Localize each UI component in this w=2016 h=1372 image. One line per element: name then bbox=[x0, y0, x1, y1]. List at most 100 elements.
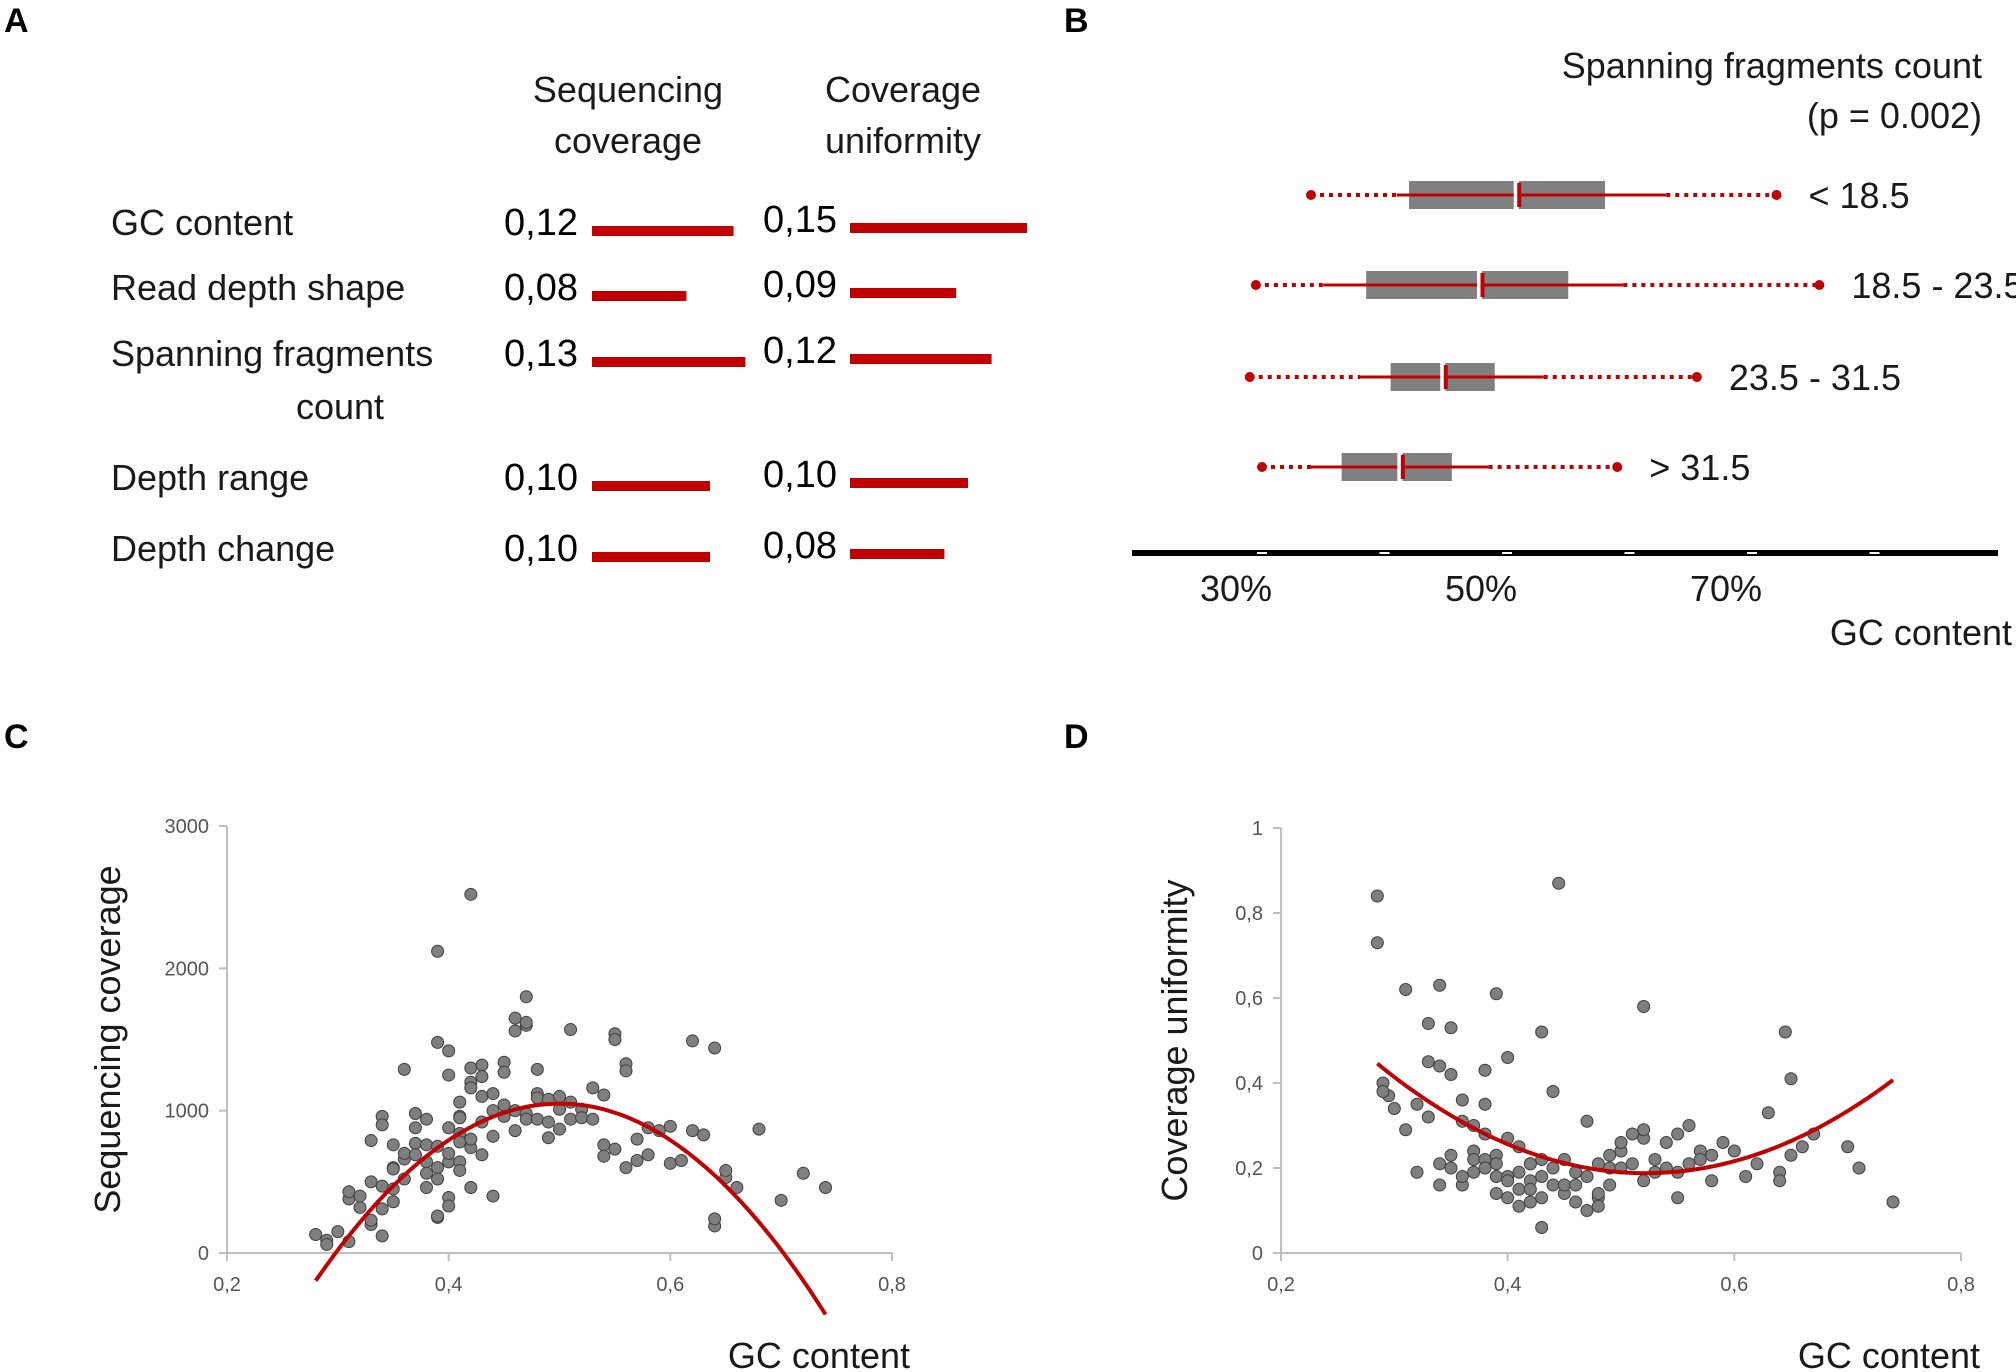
data-point bbox=[386, 1182, 400, 1196]
data-point bbox=[1410, 1097, 1424, 1111]
data-point bbox=[1603, 1148, 1617, 1162]
data-point bbox=[1523, 1195, 1537, 1209]
data-point bbox=[1512, 1165, 1526, 1179]
fit-curve bbox=[1376, 1062, 1895, 1176]
data-point bbox=[1682, 1119, 1696, 1132]
data-point bbox=[1444, 1148, 1458, 1162]
data-point bbox=[1546, 1161, 1560, 1175]
min-point bbox=[1250, 280, 1261, 290]
data-point bbox=[553, 1122, 566, 1136]
data-point bbox=[553, 1089, 566, 1103]
importance-value: 0,15 bbox=[763, 199, 837, 241]
y-axis-label: Sequencing coverage bbox=[87, 865, 128, 1213]
data-point bbox=[464, 887, 478, 901]
column-header: Sequencing bbox=[533, 69, 723, 110]
data-point bbox=[364, 1213, 378, 1227]
data-point bbox=[1739, 1170, 1753, 1183]
data-point bbox=[1637, 1000, 1651, 1013]
data-point bbox=[464, 1061, 478, 1075]
data-point bbox=[1716, 1136, 1730, 1149]
data-point bbox=[752, 1122, 766, 1136]
group-label: 23.5 - 31.5 bbox=[1729, 357, 1901, 398]
min-point bbox=[1257, 462, 1267, 472]
data-point bbox=[320, 1237, 334, 1251]
max-point bbox=[1691, 372, 1702, 382]
data-point bbox=[530, 1091, 544, 1105]
data-point bbox=[1501, 1051, 1515, 1064]
data-point bbox=[375, 1202, 389, 1216]
data-point bbox=[1370, 936, 1384, 950]
importance-value: 0,12 bbox=[763, 330, 837, 372]
data-point bbox=[1370, 889, 1384, 903]
data-point bbox=[442, 1121, 456, 1135]
data-point bbox=[686, 1124, 699, 1138]
data-point bbox=[408, 1107, 422, 1121]
data-point bbox=[475, 1070, 489, 1084]
data-point bbox=[1489, 987, 1503, 1001]
data-point bbox=[1637, 1174, 1651, 1188]
data-point bbox=[1637, 1123, 1651, 1137]
data-point bbox=[1659, 1136, 1673, 1149]
data-point bbox=[1557, 1178, 1571, 1192]
data-point bbox=[1467, 1153, 1481, 1166]
data-point bbox=[420, 1166, 433, 1180]
data-point bbox=[1580, 1170, 1594, 1183]
panel-label-c: C bbox=[4, 718, 29, 756]
data-point bbox=[564, 1023, 578, 1037]
y-tick-label: 2000 bbox=[165, 958, 210, 980]
row-label: Depth change bbox=[111, 528, 335, 569]
data-point bbox=[453, 1095, 467, 1109]
data-point bbox=[1614, 1136, 1628, 1149]
max-point bbox=[1612, 462, 1623, 472]
data-point bbox=[1478, 1097, 1492, 1111]
data-point bbox=[708, 1212, 722, 1226]
row-label: Depth range bbox=[111, 457, 309, 498]
data-point bbox=[386, 1195, 400, 1209]
x-tick-label: 70% bbox=[1690, 568, 1762, 609]
x-tick-label: 0,8 bbox=[878, 1274, 906, 1296]
x-axis-label: GC content bbox=[728, 1335, 910, 1372]
data-point bbox=[597, 1138, 611, 1152]
data-point bbox=[475, 1058, 489, 1072]
data-point bbox=[1410, 1165, 1424, 1179]
data-point bbox=[408, 1121, 422, 1135]
data-point bbox=[386, 1162, 400, 1176]
data-point bbox=[475, 1148, 489, 1162]
importance-value: 0,10 bbox=[504, 457, 578, 499]
x-axis-label: GC content bbox=[1798, 1335, 1980, 1372]
data-point bbox=[530, 1062, 544, 1076]
max-point bbox=[1771, 190, 1782, 200]
data-point bbox=[1727, 1144, 1741, 1158]
y-tick-label: 0,6 bbox=[1235, 988, 1263, 1010]
data-point bbox=[342, 1185, 356, 1199]
data-point bbox=[442, 1044, 456, 1058]
data-point bbox=[1478, 1063, 1492, 1077]
data-point bbox=[1591, 1199, 1605, 1213]
data-point bbox=[1778, 1025, 1792, 1039]
data-point bbox=[1501, 1174, 1515, 1188]
data-point bbox=[719, 1163, 733, 1177]
y-axis-label: Coverage uniformity bbox=[1154, 879, 1195, 1201]
data-point bbox=[486, 1129, 500, 1143]
importance-bar bbox=[592, 357, 746, 367]
x-tick-label: 0,4 bbox=[435, 1274, 463, 1296]
data-point bbox=[1705, 1148, 1719, 1162]
data-point bbox=[1784, 1072, 1798, 1086]
data-point bbox=[686, 1034, 699, 1048]
x-tick-label: 50% bbox=[1445, 568, 1517, 609]
min-point bbox=[1306, 190, 1316, 200]
data-point bbox=[1444, 1021, 1458, 1035]
importance-bar bbox=[850, 478, 968, 488]
y-tick-label: 0,4 bbox=[1235, 1073, 1263, 1095]
data-point bbox=[464, 1181, 478, 1195]
x-tick-label: 0,6 bbox=[656, 1274, 684, 1296]
importance-value: 0,10 bbox=[504, 528, 578, 570]
data-point bbox=[1455, 1170, 1469, 1183]
data-point bbox=[1387, 1102, 1401, 1115]
data-point bbox=[508, 1124, 522, 1138]
data-point bbox=[431, 1172, 445, 1186]
importance-value: 0,13 bbox=[504, 333, 578, 375]
data-point bbox=[508, 1011, 522, 1025]
data-point bbox=[375, 1229, 389, 1243]
